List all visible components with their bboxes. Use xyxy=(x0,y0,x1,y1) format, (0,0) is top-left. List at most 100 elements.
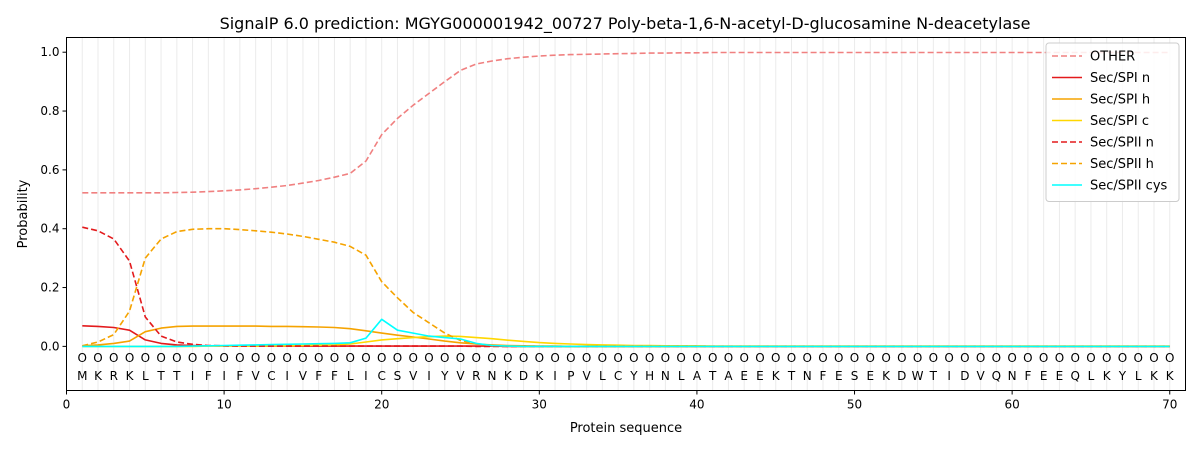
residue-marker: O xyxy=(235,351,244,365)
residue-marker: O xyxy=(78,351,87,365)
y-tick-label: 1.0 xyxy=(40,45,59,59)
residue-marker: O xyxy=(204,351,213,365)
residue-marker: O xyxy=(613,351,622,365)
legend: OTHER Sec/SPI n Sec/SPI h Sec/SPI c Sec/SPII… xyxy=(1045,42,1180,202)
residue-marker: O xyxy=(314,351,323,365)
residue-marker: O xyxy=(1070,351,1079,365)
residue-marker: O xyxy=(1133,351,1142,365)
series-line xyxy=(82,227,1170,348)
legend-label: OTHER xyxy=(1090,50,1135,65)
legend-box xyxy=(1045,42,1180,202)
residue-marker: O xyxy=(913,351,922,365)
residue-marker: O xyxy=(1102,351,1111,365)
residue-label: I xyxy=(553,369,557,383)
y-axis-ticks: 0.0 0.2 0.4 0.6 0.8 1.0 xyxy=(40,45,67,353)
residue-label: E xyxy=(1040,369,1048,383)
residue-marker: O xyxy=(598,351,607,365)
residue-marker: O xyxy=(456,351,465,365)
residue-marker: O xyxy=(960,351,969,365)
residue-marker: O xyxy=(361,351,370,365)
residue-label: K xyxy=(1150,369,1159,383)
residue-marker: O xyxy=(645,351,654,365)
residue-label: Y xyxy=(1118,369,1127,383)
residue-marker: O xyxy=(188,351,197,365)
residue-label: T xyxy=(708,369,717,383)
y-tick-label: 0.8 xyxy=(40,104,59,118)
x-tick-label: 30 xyxy=(532,398,547,412)
residue-marker: O xyxy=(566,351,575,365)
residue-label: A xyxy=(693,369,702,383)
x-tick-label: 50 xyxy=(847,398,862,412)
residue-label: T xyxy=(156,369,165,383)
y-tick-label: 0.4 xyxy=(40,222,59,236)
residue-label: E xyxy=(756,369,764,383)
residue-marker: O xyxy=(409,351,418,365)
residue-label: F xyxy=(315,369,322,383)
residue-label: R xyxy=(110,369,118,383)
residue-label: N xyxy=(1008,369,1017,383)
residue-marker: O xyxy=(708,351,717,365)
residue-marker: O xyxy=(345,351,354,365)
residue-marker: O xyxy=(503,351,512,365)
residue-marker: O xyxy=(393,351,402,365)
x-axis-label: Protein sequence xyxy=(570,421,682,436)
residue-marker: O xyxy=(535,351,544,365)
residue-marker: O xyxy=(803,351,812,365)
legend-label: Sec/SPI h xyxy=(1090,93,1150,108)
x-tick-label: 0 xyxy=(63,398,71,412)
residue-marker: O xyxy=(976,351,985,365)
residue-marker: O xyxy=(692,351,701,365)
residue-marker: O xyxy=(1039,351,1048,365)
residue-label: L xyxy=(599,369,606,383)
y-tick-label: 0.2 xyxy=(40,281,59,295)
residue-label: I xyxy=(285,369,289,383)
residue-label: W xyxy=(912,369,924,383)
residue-marker: O xyxy=(298,351,307,365)
residue-marker: O xyxy=(330,351,339,365)
residue-marker: O xyxy=(676,351,685,365)
residue-label: K xyxy=(882,369,891,383)
residue-marker: O xyxy=(440,351,449,365)
residue-marker: O xyxy=(1118,351,1127,365)
residue-label: I xyxy=(191,369,195,383)
residue-label: C xyxy=(614,369,622,383)
residue-marker: O xyxy=(267,351,276,365)
residue-label: S xyxy=(394,369,402,383)
residue-label: T xyxy=(172,369,181,383)
residue-marker: O xyxy=(834,351,843,365)
residue-label: F xyxy=(331,369,338,383)
residue-label: T xyxy=(929,369,938,383)
residue-label: V xyxy=(977,369,986,383)
residue-label: V xyxy=(456,369,465,383)
residue-marker: O xyxy=(472,351,481,365)
residue-label: E xyxy=(740,369,748,383)
residue-marker: O xyxy=(866,351,875,365)
plot-frame xyxy=(66,37,1186,391)
grid xyxy=(81,37,1171,391)
residue-marker: O xyxy=(519,351,528,365)
residue-markers: OMOKOROKOLOTOTOIOFOIOFOVOCOIOVOFOFOLOIOC… xyxy=(77,351,1175,383)
x-tick-label: 40 xyxy=(689,398,704,412)
residue-marker: O xyxy=(992,351,1001,365)
residue-marker: O xyxy=(550,351,559,365)
x-tick-label: 10 xyxy=(216,398,231,412)
residue-label: F xyxy=(1024,369,1031,383)
residue-label: A xyxy=(724,369,733,383)
residue-marker: O xyxy=(661,351,670,365)
residue-label: Q xyxy=(1070,369,1079,383)
residue-marker: O xyxy=(897,351,906,365)
residue-marker: O xyxy=(1086,351,1095,365)
x-tick-label: 70 xyxy=(1162,398,1177,412)
residue-marker: O xyxy=(125,351,134,365)
residue-marker: O xyxy=(1149,351,1158,365)
chart-title: SignalP 6.0 prediction: MGYG000001942_00… xyxy=(220,14,1031,34)
residue-marker: O xyxy=(629,351,638,365)
residue-marker: O xyxy=(109,351,118,365)
series-line xyxy=(82,325,1170,348)
legend-label: Sec/SPII cys xyxy=(1090,179,1168,194)
residue-label: I xyxy=(947,369,951,383)
residue-label: L xyxy=(678,369,685,383)
residue-label: N xyxy=(488,369,497,383)
